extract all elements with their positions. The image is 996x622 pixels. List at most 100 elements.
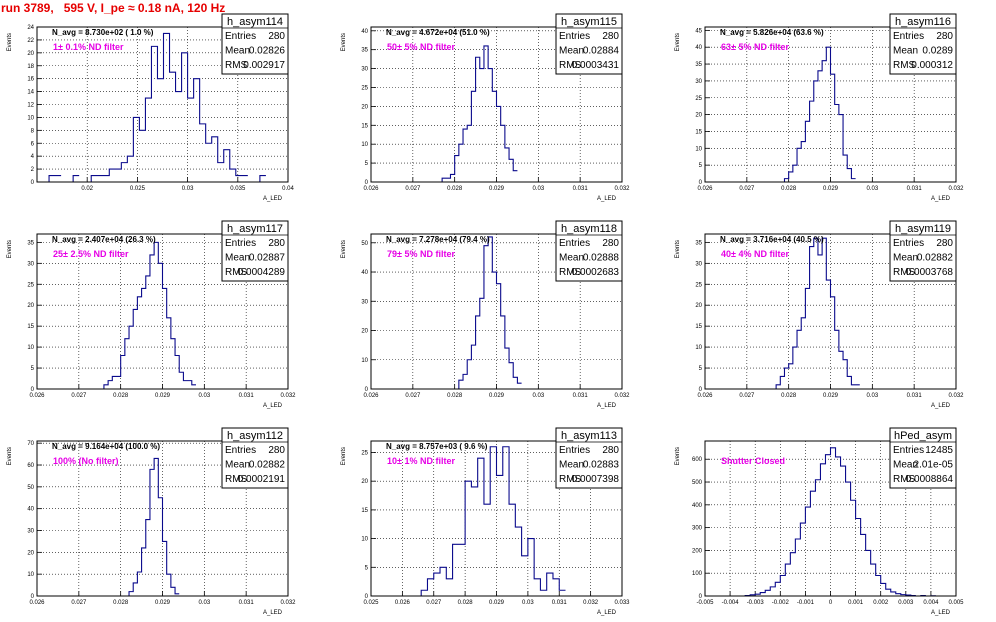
x-tick-label: 0.026 xyxy=(29,393,45,399)
stats-label: RMS xyxy=(225,474,248,485)
y-tick-label: 30 xyxy=(27,529,34,535)
x-tick-label: 0.03 xyxy=(866,393,878,399)
x-axis-label: A_LED xyxy=(931,403,951,409)
x-tick-label: 0.029 xyxy=(155,600,171,606)
y-tick-label: 100 xyxy=(692,571,703,577)
stats-value: 0.02882 xyxy=(249,460,286,471)
x-tick-label: -0.004 xyxy=(722,600,740,606)
histogram-series xyxy=(48,32,266,182)
n-avg-label: N_avg = 8.757e+03 ( 9.6 %) xyxy=(386,442,488,451)
y-tick-label: 30 xyxy=(27,261,34,267)
histogram-series xyxy=(458,236,522,389)
x-tick-label: 0.027 xyxy=(739,186,755,192)
stats-value: 280 xyxy=(936,31,953,42)
y-axis-label: Events xyxy=(341,33,347,51)
y-tick-label: 5 xyxy=(699,366,703,372)
stats-value: 0.02826 xyxy=(249,46,286,57)
stats-label: Entries xyxy=(559,238,590,249)
x-tick-label: 0.026 xyxy=(363,393,379,399)
y-axis-label: Events xyxy=(7,447,13,465)
y-tick-label: 300 xyxy=(692,526,703,532)
x-tick-label: 0.03 xyxy=(866,186,878,192)
x-axis-label: A_LED xyxy=(263,196,283,202)
x-tick-label: 0.031 xyxy=(239,393,255,399)
y-tick-label: 10 xyxy=(27,345,34,351)
x-axis-label: A_LED xyxy=(597,610,617,616)
y-tick-label: 50 xyxy=(361,241,368,247)
stats-value: 0.02884 xyxy=(583,46,620,57)
stats-value: 0.02887 xyxy=(249,253,286,264)
histogram-series xyxy=(783,46,856,182)
x-tick-label: 0.03 xyxy=(532,186,544,192)
x-axis-label: A_LED xyxy=(263,610,283,616)
n-avg-label: N_avg = 5.826e+04 (63.6 %) xyxy=(720,28,824,37)
stats-box xyxy=(889,220,957,282)
n-avg-label: N_avg = 3.716e+04 (40.5 %) xyxy=(720,235,824,244)
stats-label: Mean xyxy=(893,460,918,471)
stats-label: Entries xyxy=(893,31,924,42)
y-tick-label: 2 xyxy=(31,167,35,173)
stats-box xyxy=(221,220,289,282)
stats-label: RMS xyxy=(559,474,582,485)
histogram-name: h_asym115 xyxy=(561,16,617,28)
stats-label: Mean xyxy=(225,460,250,471)
y-tick-label: 15 xyxy=(695,324,702,330)
y-tick-label: 10 xyxy=(361,358,368,364)
filter-label: 100% (No filter) xyxy=(53,456,119,466)
stats-label: Mean xyxy=(559,253,584,264)
stats-box xyxy=(555,220,623,282)
y-tick-label: 20 xyxy=(695,113,702,119)
x-tick-label: 0.032 xyxy=(583,600,599,606)
y-tick-label: 25 xyxy=(695,282,702,288)
histogram-panel: -0.005 -0.004 -0.003 -0.002 -0.001 0 0.001 0.00… xyxy=(675,427,964,616)
y-tick-label: 0 xyxy=(31,387,35,393)
x-tick-label: 0.03 xyxy=(522,600,534,606)
x-tick-label: 0.03 xyxy=(198,393,210,399)
stats-value: 0.0004289 xyxy=(238,267,286,278)
y-tick-label: 5 xyxy=(365,161,369,167)
x-axis-label: A_LED xyxy=(931,610,951,616)
y-tick-label: 15 xyxy=(361,123,368,129)
x-tick-label: 0.029 xyxy=(823,186,839,192)
x-tick-label: 0.005 xyxy=(948,600,964,606)
stats-label: Entries xyxy=(225,238,256,249)
x-axis-label: A_LED xyxy=(263,403,283,409)
histogram-name: h_asym114 xyxy=(227,16,283,28)
y-tick-label: 35 xyxy=(695,240,702,246)
x-tick-label: 0.031 xyxy=(907,186,923,192)
stats-value: 0.02888 xyxy=(583,253,620,264)
y-tick-label: 45 xyxy=(695,28,702,34)
plot-frame xyxy=(704,26,957,183)
histogram-panel: 0.02 0.025 0.03 0.035 0.04246810121416182022… xyxy=(7,13,294,202)
y-tick-label: 30 xyxy=(361,299,368,305)
histogram-panel: 0.025 0.026 0.027 0.028 0.029 0.03 0.031 0.032 0… xyxy=(341,427,630,616)
stats-label: RMS xyxy=(559,60,582,71)
stats-label: Entries xyxy=(559,445,590,456)
stats-value: 280 xyxy=(268,445,285,456)
x-tick-label: 0.033 xyxy=(614,600,630,606)
x-tick-label: 0.031 xyxy=(573,393,589,399)
x-tick-label: 0.026 xyxy=(395,600,411,606)
x-tick-label: 0.031 xyxy=(907,393,923,399)
stats-label: Entries xyxy=(225,445,256,456)
y-tick-label: 10 xyxy=(27,115,34,121)
plot-frame xyxy=(704,233,957,390)
stats-value: 0.0289 xyxy=(922,46,953,57)
plot-frame xyxy=(36,233,289,390)
histogram-series xyxy=(775,237,860,389)
histogram-name: h_asym118 xyxy=(561,223,617,235)
x-tick-label: 0.028 xyxy=(458,600,474,606)
x-tick-label: 0.001 xyxy=(848,600,864,606)
y-tick-label: 0 xyxy=(699,594,703,600)
x-tick-label: 0.031 xyxy=(552,600,568,606)
stats-value: 280 xyxy=(936,238,953,249)
x-tick-label: 0.028 xyxy=(113,600,129,606)
y-tick-label: 0 xyxy=(31,594,35,600)
stats-value: 12485 xyxy=(925,445,953,456)
stats-label: RMS xyxy=(225,267,248,278)
x-tick-label: 0.02 xyxy=(81,186,93,192)
x-tick-label: 0.004 xyxy=(923,600,939,606)
x-tick-label: 0.025 xyxy=(363,600,379,606)
stats-label: Entries xyxy=(893,238,924,249)
y-tick-label: 30 xyxy=(361,67,368,73)
